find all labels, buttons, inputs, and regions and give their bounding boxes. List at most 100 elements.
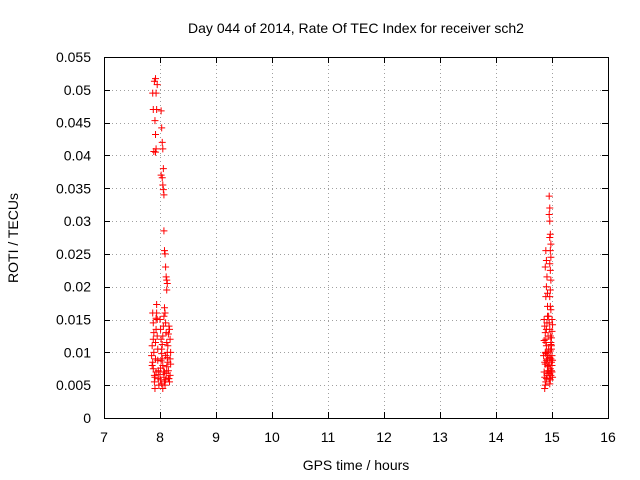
data-point: [545, 211, 553, 219]
data-point: [166, 325, 174, 333]
data-point: [545, 375, 553, 383]
data-point: [546, 286, 554, 294]
data-point: [542, 256, 550, 264]
data-point: [152, 368, 160, 376]
data-point: [166, 371, 174, 379]
x-tick-label: 12: [376, 429, 392, 445]
data-point: [159, 384, 167, 392]
data-point: [148, 361, 156, 369]
data-point: [164, 342, 172, 350]
data-point: [157, 357, 165, 365]
data-point: [545, 192, 553, 200]
data-point: [152, 145, 160, 153]
data-point: [548, 368, 556, 376]
data-point: [156, 316, 164, 324]
x-tick-label: 16: [600, 429, 616, 445]
data-point: [547, 340, 555, 348]
data-point: [161, 250, 169, 258]
y-tick-label: 0.005: [56, 377, 91, 393]
data-point: [166, 355, 174, 363]
x-tick-label: 11: [321, 429, 336, 445]
data-point: [157, 376, 165, 384]
data-point: [159, 181, 167, 189]
y-axis-label: ROTI / TECUs: [5, 193, 21, 283]
data-point: [547, 253, 555, 261]
data-point: [148, 352, 156, 360]
data-point: [159, 186, 167, 194]
data-point: [546, 302, 554, 310]
data-point: [545, 312, 553, 320]
data-point: [152, 339, 160, 347]
data-point: [546, 266, 554, 274]
data-point: [547, 334, 555, 342]
data-point: [166, 335, 174, 343]
data-point: [160, 304, 168, 312]
y-tick-label: 0.03: [64, 213, 91, 229]
data-point: [153, 300, 161, 308]
data-point: [159, 332, 167, 340]
data-point: [546, 260, 554, 268]
data-point: [153, 81, 161, 89]
data-point: [149, 319, 157, 327]
data-point: [151, 384, 159, 392]
data-point: [549, 373, 557, 381]
x-tick-label: 14: [488, 429, 504, 445]
data-point: [541, 381, 549, 389]
data-point: [164, 375, 172, 383]
data-point: [546, 347, 554, 355]
data-point: [152, 89, 160, 97]
data-point: [162, 263, 170, 271]
data-point: [549, 321, 557, 329]
data-point: [159, 322, 167, 330]
data-point: [164, 367, 172, 375]
data-point: [157, 335, 165, 343]
tick-labels: 7 8 9 10 11 12 13 14 15 16 0 0.005 0.01 0.015 0.02 0.02…: [56, 49, 616, 445]
data-point: [546, 380, 554, 388]
data-point: [150, 378, 158, 386]
y-tick-label: 0: [83, 410, 91, 426]
data-point: [163, 286, 171, 294]
data-point: [542, 283, 550, 291]
y-tick-label: 0.045: [56, 115, 91, 131]
data-point: [158, 340, 166, 348]
data-point: [151, 117, 159, 125]
y-tick-label: 0.055: [56, 49, 91, 65]
data-point: [547, 355, 555, 363]
data-point: [159, 145, 167, 153]
y-tick-label: 0.035: [56, 180, 91, 196]
data-point: [546, 247, 554, 255]
y-tick-label: 0.01: [64, 344, 91, 360]
data-point: [547, 342, 555, 350]
y-tick-label: 0.04: [64, 147, 91, 163]
data-point: [540, 337, 548, 345]
data-point: [163, 276, 171, 284]
data-point: [541, 384, 549, 392]
data-point: [156, 371, 164, 379]
x-tick-label: 8: [156, 429, 164, 445]
data-point: [547, 276, 555, 284]
data-point: [163, 348, 171, 356]
data-point: [163, 339, 171, 347]
data-point: [546, 365, 554, 373]
data-point: [548, 316, 556, 324]
data-point: [158, 138, 166, 146]
data-point: [542, 378, 550, 386]
data-point: [541, 373, 549, 381]
y-tick-label: 0.015: [56, 312, 91, 328]
x-tick-label: 15: [544, 429, 560, 445]
data-point: [546, 354, 554, 362]
data-point: [162, 352, 170, 360]
data-point: [159, 165, 167, 173]
data-point: [162, 273, 170, 281]
x-tick-label: 13: [432, 429, 448, 445]
data-point: [546, 230, 554, 238]
data-point: [152, 314, 160, 322]
y-tick-label: 0.05: [64, 82, 91, 98]
data-point: [161, 309, 169, 317]
data-point: [152, 148, 160, 156]
data-point: [546, 204, 554, 212]
data-point: [547, 358, 555, 366]
data-point: [540, 352, 548, 360]
